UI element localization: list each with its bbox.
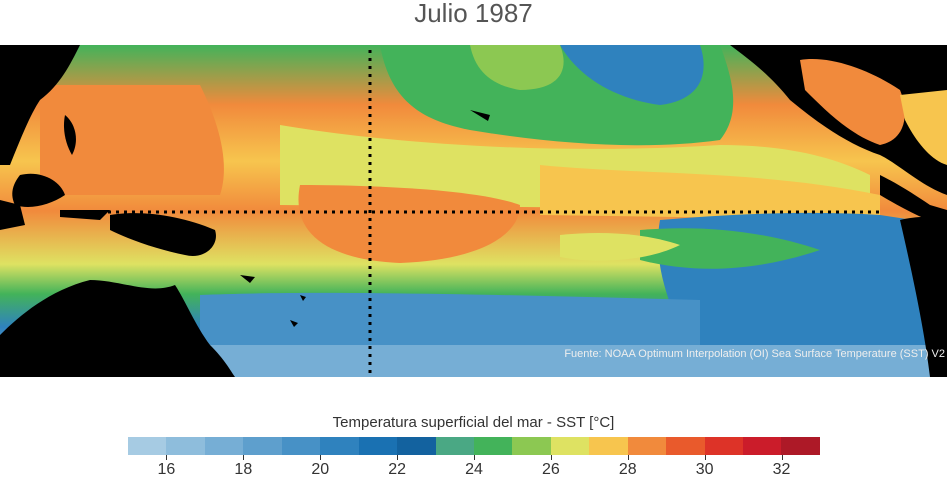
colorbar-ticks: 16 18 20 22 24 26 28 30 32 — [128, 455, 820, 480]
colorbar-swatch — [781, 437, 820, 455]
colorbar-tick-mark — [166, 455, 168, 460]
colorbar-tick-mark — [550, 455, 552, 460]
reference-gridlines — [60, 50, 880, 377]
colorbar-swatch — [435, 437, 474, 455]
colorbar-tick-mark — [474, 455, 475, 460]
land-masses — [0, 45, 947, 377]
colorbar-tick-mark — [243, 455, 245, 460]
colorbar-tick-mark — [627, 455, 629, 460]
colorbar-swatch — [281, 437, 321, 455]
sst-map — [0, 45, 947, 377]
colorbar-swatch — [704, 437, 743, 455]
colorbar-tick-label: 16 — [157, 461, 176, 478]
colorbar-tick-label: 30 — [695, 461, 714, 478]
colorbar-swatch — [550, 437, 590, 455]
colorbar-swatch — [666, 437, 705, 455]
colorbar-swatch — [128, 437, 167, 455]
colorbar-swatch — [320, 437, 359, 455]
colorbar-tick-mark — [397, 455, 399, 460]
colorbar-tick-mark — [781, 455, 783, 460]
colorbar-swatch — [204, 437, 244, 455]
colorbar-swatch — [473, 437, 513, 455]
colorbar-tick-label: 32 — [772, 461, 791, 478]
source-attribution: Fuente: NOAA Optimum Interpolation (OI) … — [564, 348, 945, 360]
colorbar-swatch — [358, 437, 398, 455]
colorbar-swatch — [627, 437, 667, 455]
map-title: Julio 1987 — [414, 0, 533, 28]
colorbar-label: Temperatura superficial del mar - SST [°… — [332, 414, 615, 431]
colorbar-swatch — [243, 437, 282, 455]
ocean-sst-field — [0, 45, 947, 377]
colorbar-swatch — [743, 437, 782, 455]
colorbar-tick-label: 28 — [618, 461, 637, 478]
colorbar-tick-label: 22 — [388, 461, 406, 478]
colorbar — [128, 437, 820, 455]
colorbar-tick-label: 18 — [234, 461, 253, 478]
colorbar-tick-label: 26 — [541, 461, 560, 478]
colorbar-swatch — [512, 437, 551, 455]
colorbar-swatch — [166, 437, 205, 455]
colorbar-tick-label: 24 — [465, 461, 483, 478]
colorbar-swatch — [589, 437, 628, 455]
colorbar-tick-label: 20 — [311, 461, 330, 478]
colorbar-tick-mark — [320, 455, 322, 460]
colorbar-tick-mark — [704, 455, 706, 460]
colorbar-swatch — [397, 437, 436, 455]
